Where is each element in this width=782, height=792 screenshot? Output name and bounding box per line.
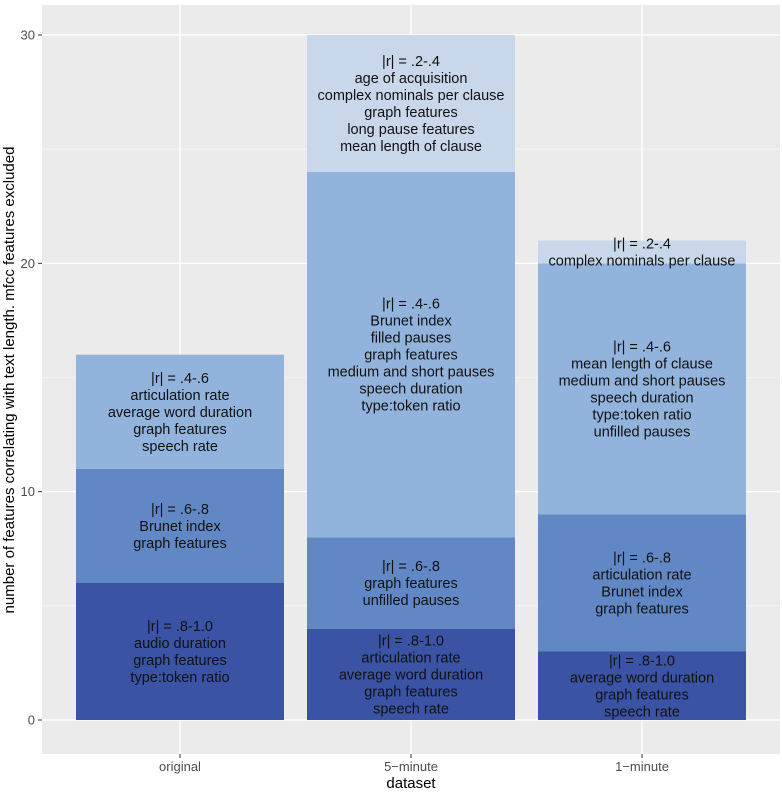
segment-label-line: articulation rate bbox=[592, 568, 691, 584]
bar-segment bbox=[76, 354, 284, 469]
segment-label-line: graph features bbox=[364, 348, 458, 364]
bar-segment bbox=[307, 537, 515, 629]
segment-label-line: |r| = .4-.6 bbox=[382, 297, 440, 313]
segment-label: |r| = .8-1.0 average word duration graph f… bbox=[570, 653, 714, 720]
x-axis-title: dataset bbox=[386, 775, 436, 792]
bar-segment bbox=[307, 628, 515, 720]
segment-label-line: audio duration bbox=[134, 636, 226, 652]
segment-label: |r| = .2-.4 complex nominals per clause bbox=[549, 236, 736, 269]
segment-label-line: type:token ratio bbox=[592, 407, 691, 423]
segment-label: |r| = .6-.8 articulation rate Brunet index… bbox=[592, 551, 691, 618]
y-axis-ticks: 0 10 20 30 bbox=[21, 28, 42, 728]
segment-label-line: age of acquisition bbox=[355, 71, 468, 87]
segment-label-line: |r| = .6-.8 bbox=[613, 551, 671, 567]
y-tick-label: 20 bbox=[21, 256, 35, 271]
bar-segment bbox=[538, 514, 746, 652]
segment-label-line: medium and short pauses bbox=[559, 373, 726, 389]
segment-label-line: graph features bbox=[595, 602, 689, 618]
segment-label-line: average word duration bbox=[339, 667, 483, 683]
segment-label-line: graph features bbox=[595, 687, 689, 703]
segment-label-line: |r| = .8-1.0 bbox=[609, 653, 675, 669]
segment-label-line: mean length of clause bbox=[571, 356, 713, 372]
segment-label-line: |r| = .8-1.0 bbox=[147, 619, 213, 635]
bar-segment bbox=[307, 35, 515, 172]
bar-segment bbox=[538, 263, 746, 515]
segment-label-line: |r| = .8-1.0 bbox=[378, 633, 444, 649]
segment-label-line: speech rate bbox=[142, 439, 218, 455]
bar-segment bbox=[307, 172, 515, 538]
y-tick-label: 10 bbox=[21, 484, 35, 499]
segment-label: |r| = .6-.8 graph features unfilled pauses bbox=[363, 559, 460, 609]
segment-labels: |r| = .8-1.0 audio duration graph features… bbox=[108, 54, 736, 720]
segment-label: |r| = .6-.8 Brunet index graph features bbox=[133, 502, 227, 552]
segment-label-line: speech rate bbox=[373, 701, 449, 717]
y-tick-label: 0 bbox=[28, 713, 35, 728]
segment-label-line: articulation rate bbox=[130, 388, 229, 404]
segment-label: |r| = .8-1.0 audio duration graph features… bbox=[130, 619, 229, 686]
x-tick-label: 5−minute bbox=[384, 759, 438, 774]
segment-label-line: speech duration bbox=[590, 390, 693, 406]
segment-label-line: type:token ratio bbox=[130, 670, 229, 686]
segment-label-line: graph features bbox=[364, 105, 458, 121]
bar-segment bbox=[76, 583, 284, 720]
segment-label-line: average word duration bbox=[108, 405, 252, 421]
segment-label: |r| = .4-.6 mean length of clause medium a… bbox=[559, 339, 726, 440]
segment-label-line: complex nominals per clause bbox=[318, 88, 505, 104]
segment-label-line: graph features bbox=[364, 684, 458, 700]
segment-label-line: speech rate bbox=[604, 704, 680, 720]
segment-label-line: |r| = .6-.8 bbox=[382, 559, 440, 575]
segment-label-line: mean length of clause bbox=[340, 139, 482, 155]
segment-label-line: speech duration bbox=[359, 382, 462, 398]
segment-label-line: unfilled pauses bbox=[594, 424, 691, 440]
segment-label-line: |r| = .2-.4 bbox=[382, 54, 440, 70]
segment-label: |r| = .2-.4 age of acquisition complex nom… bbox=[318, 54, 505, 155]
segment-label-line: complex nominals per clause bbox=[549, 253, 736, 269]
segment-label-line: type:token ratio bbox=[361, 399, 460, 415]
segment-label-line: Brunet index bbox=[370, 314, 452, 330]
segment-label-line: Brunet index bbox=[139, 519, 221, 535]
segment-label-line: average word duration bbox=[570, 670, 714, 686]
x-axis-ticks: original 5−minute 1−minute bbox=[159, 754, 669, 774]
segment-label-line: graph features bbox=[133, 536, 227, 552]
bars bbox=[76, 35, 746, 720]
segment-label: |r| = .4-.6 Brunet index filled pauses grap… bbox=[328, 297, 495, 415]
bar-segment bbox=[76, 468, 284, 583]
segment-label-line: unfilled pauses bbox=[363, 593, 460, 609]
bar-segment bbox=[538, 651, 746, 720]
segment-label: |r| = .4-.6 articulation rate average word… bbox=[108, 371, 252, 455]
segment-label-line: |r| = .4-.6 bbox=[613, 339, 671, 355]
segment-label-line: graph features bbox=[364, 576, 458, 592]
segment-label-line: graph features bbox=[133, 422, 227, 438]
segment-label-line: Brunet index bbox=[601, 585, 683, 601]
segment-label-line: |r| = .6-.8 bbox=[151, 502, 209, 518]
segment-label-line: articulation rate bbox=[361, 650, 460, 666]
segment-label-line: graph features bbox=[133, 653, 227, 669]
segment-label-line: |r| = .2-.4 bbox=[613, 236, 671, 252]
segment-label-line: medium and short pauses bbox=[328, 365, 495, 381]
y-axis-title: number of features correlating with text… bbox=[1, 147, 18, 614]
bar-segment bbox=[538, 240, 746, 264]
x-tick-label: original bbox=[159, 759, 201, 774]
segment-label-line: |r| = .4-.6 bbox=[151, 371, 209, 387]
segment-label: |r| = .8-1.0 articulation rate average wor… bbox=[339, 633, 483, 717]
segment-label-line: long pause features bbox=[347, 122, 474, 138]
y-tick-label: 30 bbox=[21, 28, 35, 43]
segment-label-line: filled pauses bbox=[371, 331, 452, 347]
x-tick-label: 1−minute bbox=[615, 759, 669, 774]
